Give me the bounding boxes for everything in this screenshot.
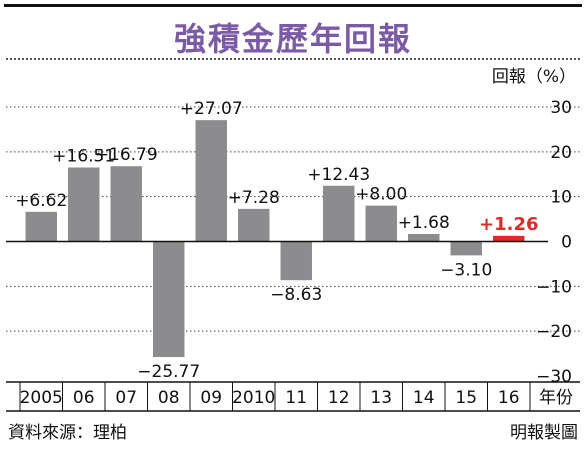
data-label: +1.68 (398, 213, 450, 233)
x-tick-label: 06 (73, 388, 95, 408)
bar (408, 233, 440, 242)
data-label: +8.00 (355, 185, 407, 205)
data-label: +6.62 (15, 191, 67, 211)
y-tick-label: −20 (536, 322, 572, 342)
x-tick-label: 08 (158, 388, 180, 408)
source-note: 資料來源：理柏 (8, 423, 127, 443)
x-tick-label: 16 (498, 388, 520, 408)
data-label: +16.51 (52, 146, 115, 166)
x-tick-label: 12 (328, 388, 350, 408)
x-axis-label: 年份 (539, 388, 573, 408)
bar (153, 241, 185, 358)
credit-note: 明報製圖 (510, 423, 578, 443)
bar (280, 241, 312, 281)
x-tick-label: 13 (370, 388, 392, 408)
data-label: +16.79 (95, 145, 158, 165)
bar (110, 166, 142, 242)
x-tick-label: 09 (200, 388, 222, 408)
y-tick-label: 0 (561, 233, 572, 253)
bar (238, 208, 270, 242)
bar (68, 167, 100, 242)
x-tick-label: 2005 (20, 388, 63, 408)
x-tick-label: 14 (413, 388, 435, 408)
x-tick-label: 11 (285, 388, 307, 408)
title-divider (6, 58, 580, 60)
x-tick-label: 07 (115, 388, 137, 408)
data-label: +1.26 (479, 214, 539, 235)
y-axis-unit-label: 回報（%） (491, 67, 576, 87)
data-label: −25.77 (137, 362, 200, 382)
top-rule (4, 4, 582, 7)
y-tick-label: 20 (550, 143, 572, 163)
bar (450, 241, 482, 256)
bar (365, 205, 397, 242)
x-tick-label: 2010 (232, 388, 275, 408)
y-tick-label: 10 (550, 188, 572, 208)
data-label: +7.28 (228, 188, 280, 208)
x-tick-label: 15 (455, 388, 477, 408)
data-label: −8.63 (270, 285, 322, 305)
y-tick-label: −30 (536, 367, 572, 387)
data-label: −3.10 (440, 260, 492, 280)
data-label: +27.07 (180, 99, 243, 119)
y-tick-label: 30 (550, 98, 572, 118)
chart-title: 強積金歷年回報 (173, 20, 412, 58)
y-tick-label: −10 (536, 277, 572, 297)
bar (323, 185, 355, 242)
bar (493, 235, 525, 242)
bar (195, 120, 227, 242)
bar (25, 211, 57, 242)
data-label: +12.43 (307, 165, 370, 185)
